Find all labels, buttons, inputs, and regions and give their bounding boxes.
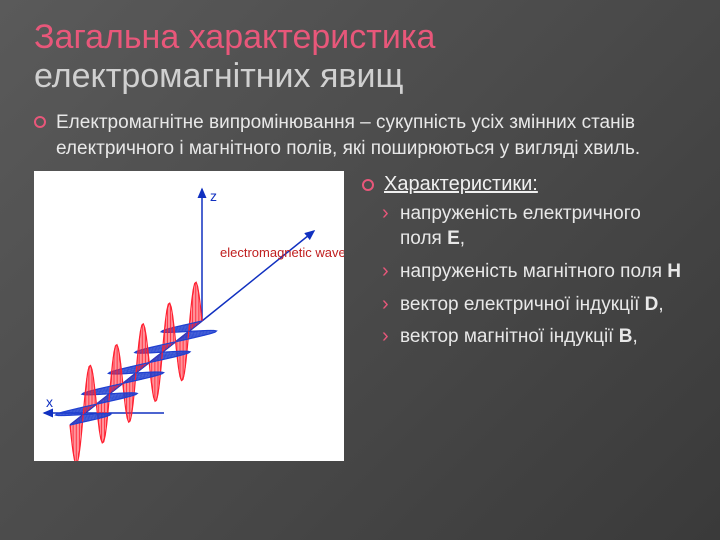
title-line-2: електромагнітних явищ	[34, 57, 403, 95]
item-tail: ,	[460, 228, 465, 249]
item-text: напруженість магнітного поля	[400, 261, 667, 282]
characteristics-list: напруженість електричного поля E,напруже…	[362, 202, 686, 349]
item-symbol: D	[645, 294, 659, 315]
item-tail: ,	[658, 294, 663, 315]
ring-bullet-icon	[34, 116, 46, 128]
intro-text: Електромагнітне випромінювання – сукупні…	[56, 110, 686, 161]
slide-title: Загальна характеристика електромагнітних…	[34, 18, 686, 96]
item-tail: ,	[632, 326, 637, 347]
item-text: напруженість електричного поля	[400, 203, 641, 249]
item-symbol: E	[447, 228, 460, 249]
intro-bullet: Електромагнітне випромінювання – сукупні…	[34, 110, 686, 161]
item-symbol: B	[619, 326, 633, 347]
characteristic-item: вектор магнітної індукції B,	[386, 325, 686, 350]
ring-bullet-icon	[362, 179, 374, 191]
em-wave-svg: z x electromagnetic wave di	[34, 171, 344, 461]
characteristics-heading: Характеристики:	[384, 173, 538, 196]
svg-text:electromagnetic wave di: electromagnetic wave di	[220, 245, 344, 260]
title-line-1: Загальна характеристика	[34, 18, 435, 56]
characteristics-block: Характеристики: напруженість електричног…	[362, 171, 686, 357]
em-wave-diagram: z x electromagnetic wave di	[34, 171, 344, 461]
item-text: вектор електричної індукції	[400, 294, 645, 315]
characteristic-item: напруженість магнітного поля H	[386, 260, 686, 285]
item-text: вектор магнітної індукції	[400, 326, 619, 347]
characteristic-item: вектор електричної індукції D,	[386, 293, 686, 318]
characteristic-item: напруженість електричного поля E,	[386, 202, 686, 251]
item-symbol: H	[667, 261, 681, 282]
svg-text:z: z	[210, 188, 217, 204]
svg-text:x: x	[46, 394, 53, 410]
